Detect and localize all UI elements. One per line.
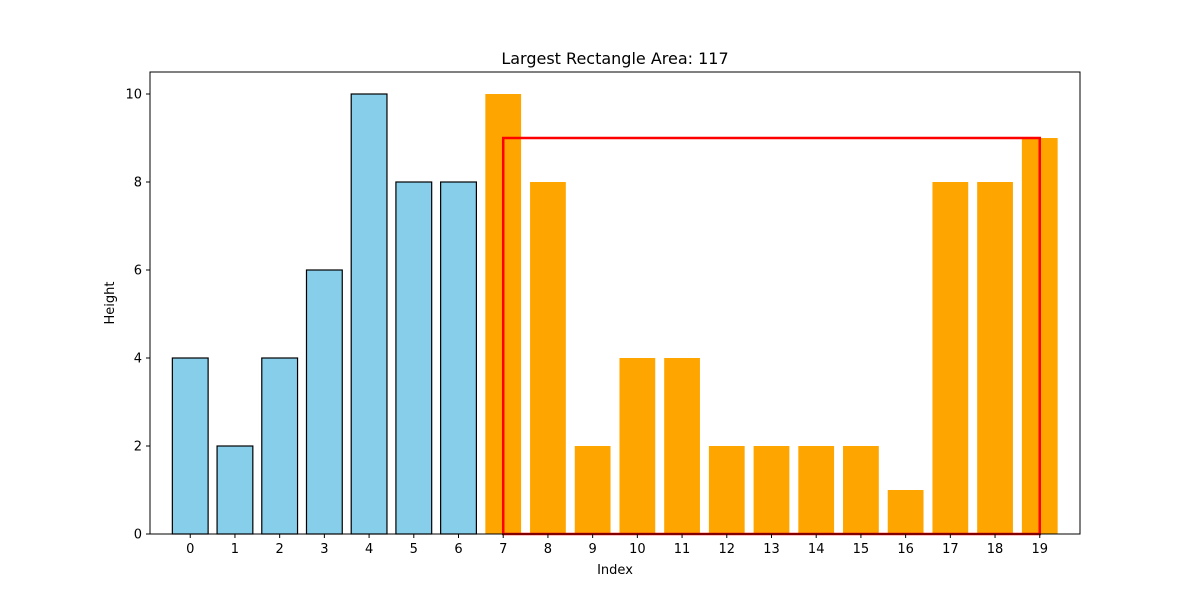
y-tick-label: 4: [134, 352, 142, 367]
bar-17: [932, 182, 969, 534]
bar-3: [305, 269, 343, 535]
plot-area-frame: [149, 71, 1081, 535]
bar-2: [261, 357, 299, 535]
x-tick-label: 13: [763, 542, 780, 557]
y-tick-label: 0: [134, 528, 142, 543]
x-tick-label: 10: [629, 542, 646, 557]
x-tick-label: 18: [987, 542, 1004, 557]
bar-9: [574, 446, 611, 534]
x-tick-label: 14: [808, 542, 825, 557]
x-tick-label: 16: [897, 542, 914, 557]
x-tick-label: 3: [320, 542, 328, 557]
bar-0: [171, 357, 209, 535]
x-tick-label: 19: [1031, 542, 1048, 557]
bar-11: [664, 358, 700, 534]
bar-5: [395, 181, 433, 535]
x-tick-label: 9: [589, 542, 597, 557]
x-tick-label: 5: [410, 542, 418, 557]
bar-15: [843, 446, 879, 534]
x-tick-label: 12: [719, 542, 736, 557]
x-tick-label: 8: [544, 542, 552, 557]
x-tick-label: 11: [674, 542, 691, 557]
chart-title: Largest Rectangle Area: 117: [501, 49, 728, 68]
y-tick-label: 6: [134, 264, 142, 279]
x-tick-label: 17: [942, 542, 959, 557]
x-tick-label: 1: [231, 542, 239, 557]
bar-8: [530, 182, 566, 534]
y-axis-ticks: 0 2 4 6 8 10: [125, 88, 150, 543]
y-axis-label: Height: [103, 282, 118, 325]
bar-10: [619, 358, 656, 534]
bars-group: [171, 93, 1058, 535]
x-tick-label: 15: [853, 542, 870, 557]
x-axis-label: Index: [597, 563, 633, 578]
bar-13: [753, 446, 790, 534]
x-tick-label: 4: [365, 542, 373, 557]
x-axis-ticks: 0 1 2 3 4 5 6 7 8 9 10 11 12 13 14 15 16 17 18 19: [186, 534, 1048, 557]
bar-6: [440, 181, 477, 535]
bar-14: [798, 446, 835, 534]
x-tick-label: 6: [454, 542, 462, 557]
y-tick-label: 8: [134, 176, 142, 191]
y-tick-label: 10: [125, 88, 142, 103]
y-tick-label: 2: [134, 440, 142, 455]
bar-18: [977, 182, 1013, 534]
bar-1: [216, 445, 254, 535]
x-tick-label: 2: [276, 542, 284, 557]
x-tick-label: 0: [186, 542, 194, 557]
bar-4: [350, 93, 388, 535]
bar-12: [708, 446, 745, 534]
x-tick-label: 7: [499, 542, 507, 557]
bar-16: [887, 490, 924, 534]
